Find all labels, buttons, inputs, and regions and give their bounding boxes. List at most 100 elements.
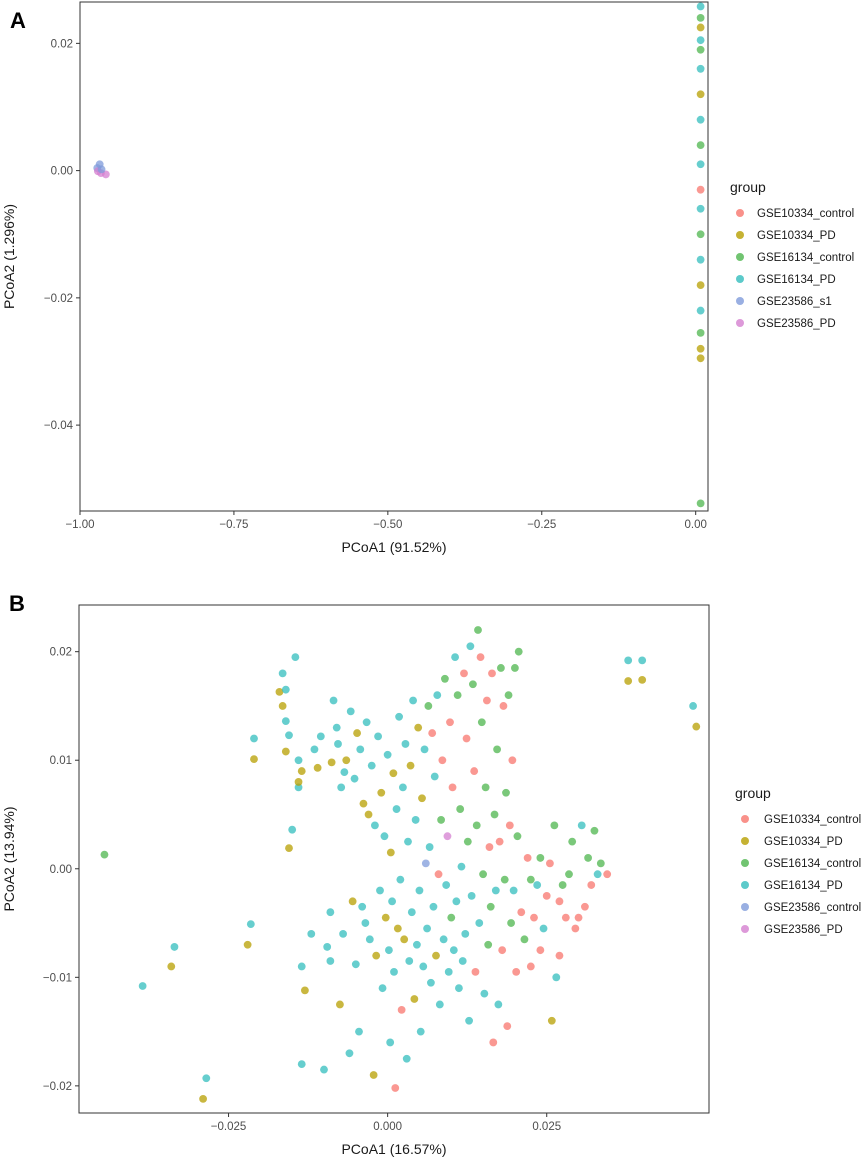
data-point (358, 902, 367, 911)
data-point (393, 924, 402, 933)
data-point (342, 756, 351, 765)
data-point (297, 1060, 306, 1069)
data-point (367, 761, 376, 770)
data-point (278, 702, 287, 710)
legend-swatch (741, 837, 749, 845)
data-point (477, 718, 486, 727)
data-point (421, 859, 430, 868)
data-point (316, 732, 325, 741)
x-axis-title: PCoA1 (16.57%) (341, 1141, 446, 1157)
data-point (246, 920, 255, 929)
data-point (526, 962, 535, 971)
data-point (288, 825, 297, 834)
data-point (508, 756, 517, 765)
data-point (401, 740, 410, 748)
data-point (369, 1071, 378, 1079)
legend-label: GSE10334_PD (757, 230, 836, 242)
legend: group GSE10334_control GSE10334_PD GSE16134… (735, 785, 861, 936)
data-point (442, 881, 451, 889)
data-point (547, 1016, 556, 1025)
data-point (100, 850, 109, 859)
data-point (593, 870, 602, 879)
y-tick-label: 0.01 (50, 755, 72, 767)
data-point (447, 913, 456, 922)
data-point (467, 892, 476, 900)
data-point (444, 967, 453, 976)
data-point (587, 881, 596, 889)
data-point (418, 794, 426, 803)
data-point (378, 984, 387, 993)
data-point (397, 1005, 406, 1014)
y-axis-title: PCoA2 (1.296%) (1, 204, 17, 309)
data-point (385, 946, 393, 955)
data-point (475, 919, 484, 927)
x-tick-label: −0.25 (527, 519, 556, 531)
data-point (696, 141, 705, 150)
data-point (696, 230, 705, 239)
data-point (294, 783, 303, 792)
data-point (97, 165, 106, 174)
data-point (429, 902, 438, 911)
data-point (696, 36, 705, 45)
data-point (638, 675, 647, 684)
data-point (310, 745, 319, 754)
data-point (533, 881, 542, 889)
data-point (494, 1000, 503, 1009)
data-point (250, 755, 258, 764)
legend-label: GSE23586_s1 (757, 296, 832, 308)
data-point (406, 761, 415, 770)
data-point (433, 691, 442, 699)
data-point (457, 862, 466, 871)
data-point (285, 731, 293, 740)
data-point (577, 821, 586, 830)
data-point (500, 875, 509, 884)
data-point (415, 886, 424, 895)
data-point (495, 837, 504, 846)
data-point (374, 732, 382, 741)
data-point (399, 783, 407, 792)
data-point (377, 788, 386, 797)
data-point (361, 919, 370, 927)
data-point (476, 653, 485, 662)
data-point (692, 722, 701, 731)
data-point (424, 702, 433, 710)
data-point (485, 843, 494, 851)
data-point (372, 951, 381, 960)
data-point (479, 870, 487, 879)
data-point (326, 908, 335, 917)
data-point (420, 745, 429, 754)
data-point (323, 943, 332, 951)
data-point (346, 707, 355, 716)
legend-label: GSE16134_PD (764, 880, 843, 892)
data-point (411, 816, 420, 824)
data-point (461, 929, 470, 938)
data-point (505, 821, 514, 830)
data-point (381, 913, 390, 922)
data-point (391, 1084, 400, 1092)
data-point (414, 723, 423, 732)
data-point (452, 897, 461, 906)
data-point (423, 924, 431, 933)
data-point (320, 1065, 328, 1074)
x-tick-label: 0.025 (532, 1121, 561, 1133)
data-point (138, 982, 147, 990)
data-points (93, 2, 705, 508)
x-axis-title: PCoA1 (91.52%) (341, 539, 446, 555)
data-point (410, 995, 419, 1003)
y-tick-label: −0.01 (43, 972, 72, 984)
data-point (696, 185, 705, 194)
data-point (542, 892, 551, 900)
data-point (483, 696, 491, 705)
data-point (432, 951, 440, 960)
data-point (291, 653, 300, 662)
data-point (441, 674, 449, 683)
data-point (449, 946, 458, 955)
data-point (386, 848, 395, 857)
data-point (355, 1027, 363, 1036)
data-point (558, 881, 567, 889)
panel-a: A −1.00 −0.75 −0.50 −0.25 0.00 0.02 0.00 −0.02 −0… (1, 1, 854, 555)
legend-swatch (741, 859, 749, 867)
y-tick-label: −0.02 (44, 293, 73, 305)
data-point (313, 763, 322, 772)
data-point (438, 756, 447, 765)
